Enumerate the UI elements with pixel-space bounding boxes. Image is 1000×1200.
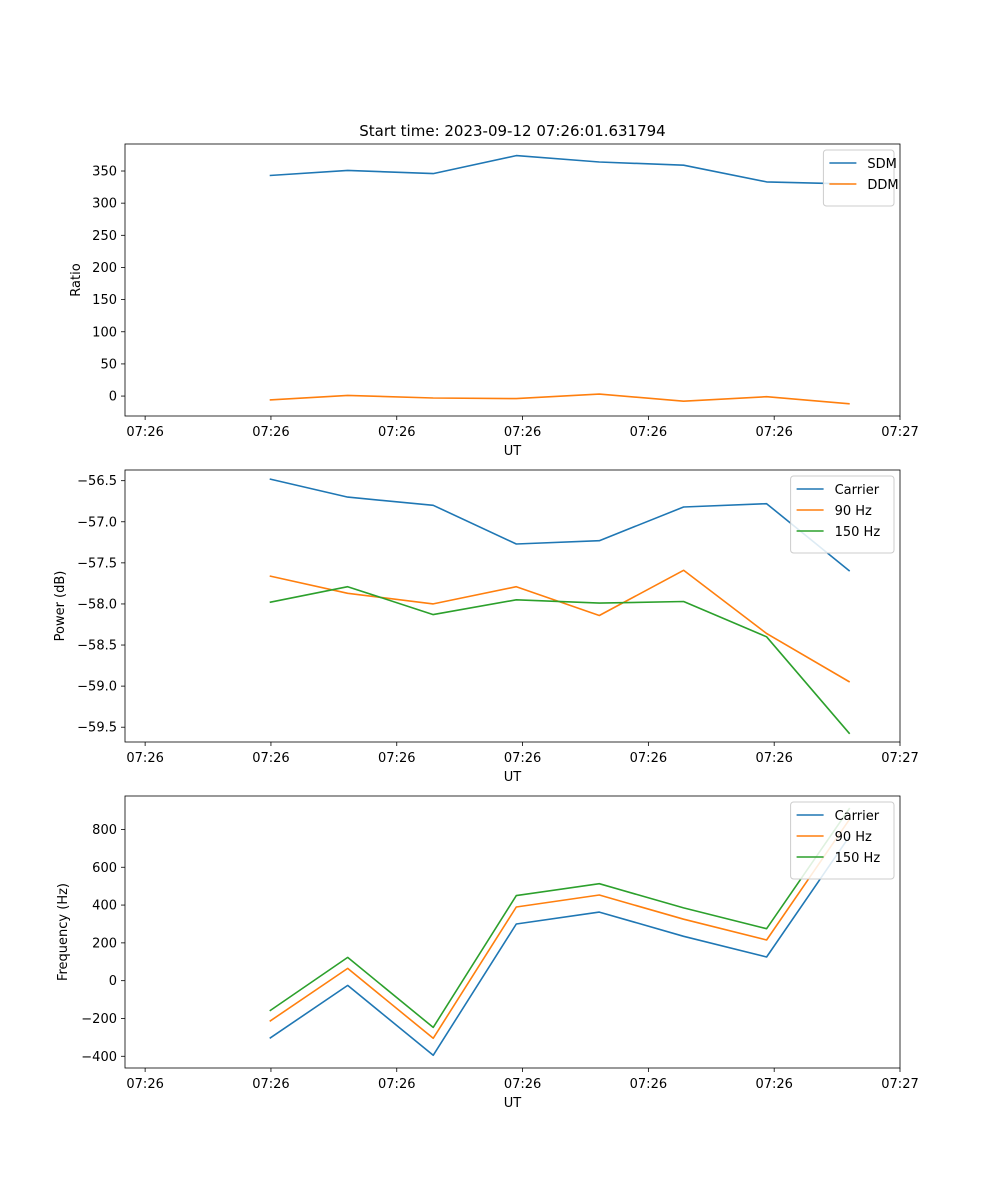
x-tick-label: 07:26 [504,751,541,766]
legend-box [790,801,895,880]
x-tick-label: 07:26 [252,1077,289,1092]
y-tick-label: 400 [92,899,117,914]
y-tick-label: −57.5 [77,556,117,571]
y-tick-label: −59.0 [77,680,117,695]
y-axis-label: Power (dB) [53,571,68,642]
legend-label: Carrier [835,809,880,824]
x-axis-label: UT [504,1096,522,1111]
axes-frame [124,469,901,743]
chart-title: Start time: 2023-09-12 07:26:01.631794 [359,122,665,140]
y-tick-label: −59.5 [77,721,117,736]
legend-box [790,475,895,554]
x-tick-label: 07:26 [378,425,415,440]
series-line-90-hz [269,818,851,1040]
x-tick-label: 07:26 [126,425,163,440]
legend-label: 90 Hz [835,504,872,519]
x-tick-label: 07:26 [630,751,667,766]
x-tick-label: 07:26 [378,751,415,766]
legend-label: 150 Hz [835,525,881,540]
x-tick-label: 07:27 [881,751,918,766]
legend: Carrier 90 Hz 150 Hz [790,475,895,554]
y-tick-label: 600 [92,861,117,876]
y-tick-label: −57.0 [77,515,117,530]
legend: Carrier 90 Hz 150 Hz [790,801,895,880]
axes-frame [124,795,901,1069]
y-tick-label: −400 [81,1050,117,1065]
x-tick-label: 07:26 [755,425,792,440]
legend-box [822,149,895,207]
y-tick-label: 0 [109,390,117,405]
y-tick-label: −58.0 [77,597,117,612]
series-line-sdm [269,154,850,185]
legend-label: 150 Hz [835,851,881,866]
y-tick-label: 150 [92,293,117,308]
x-tick-label: 07:26 [252,751,289,766]
series-line-150-hz [269,807,851,1029]
y-axis-label: Ratio [69,263,84,296]
y-tick-label: 200 [92,936,117,951]
y-axis-label: Frequency (Hz) [56,883,71,981]
axes-frame [124,143,901,417]
series-line-carrier [269,478,851,572]
x-tick-label: 07:26 [126,751,163,766]
x-tick-label: 07:27 [881,425,918,440]
series-line-carrier [269,835,851,1057]
legend: SDM DDM [822,149,899,207]
y-tick-label: 300 [92,197,117,212]
x-tick-label: 07:26 [630,425,667,440]
x-axis-label: UT [504,770,522,785]
x-tick-label: 07:26 [504,1077,541,1092]
y-tick-label: 800 [92,823,117,838]
series-line-90-hz [269,569,851,683]
y-tick-label: 350 [92,165,117,180]
x-tick-label: 07:26 [504,425,541,440]
x-tick-label: 07:27 [881,1077,918,1092]
legend-label: Carrier [835,483,880,498]
series-line-ddm [269,393,850,405]
chart-panel-2: 07:26 07:26 07:26 07:26 07:26 07:26 07:27 −59.5… [53,469,919,785]
y-tick-label: 250 [92,229,117,244]
y-tick-label: −200 [81,1012,117,1027]
y-tick-label: −58.5 [77,639,117,654]
x-tick-label: 07:26 [252,425,289,440]
chart-panel-3: 07:26 07:26 07:26 07:26 07:26 07:26 07:27 −400 −… [56,795,919,1111]
legend-label: 90 Hz [835,830,872,845]
x-tick-label: 07:26 [126,1077,163,1092]
x-tick-label: 07:26 [630,1077,667,1092]
legend-label: DDM [867,178,898,193]
y-tick-label: 100 [92,325,117,340]
y-tick-label: 50 [100,357,117,372]
x-axis-label: UT [504,444,522,459]
x-tick-label: 07:26 [755,751,792,766]
x-tick-label: 07:26 [378,1077,415,1092]
y-tick-label: 200 [92,261,117,276]
x-tick-label: 07:26 [755,1077,792,1092]
chart-panel-1: 07:26 07:26 07:26 07:26 07:26 07:26 07:27 0 50 10… [69,122,919,459]
y-tick-label: −56.5 [77,474,117,489]
y-tick-label: 0 [109,974,117,989]
legend-label: SDM [867,157,896,172]
series-line-150-hz [269,585,851,735]
